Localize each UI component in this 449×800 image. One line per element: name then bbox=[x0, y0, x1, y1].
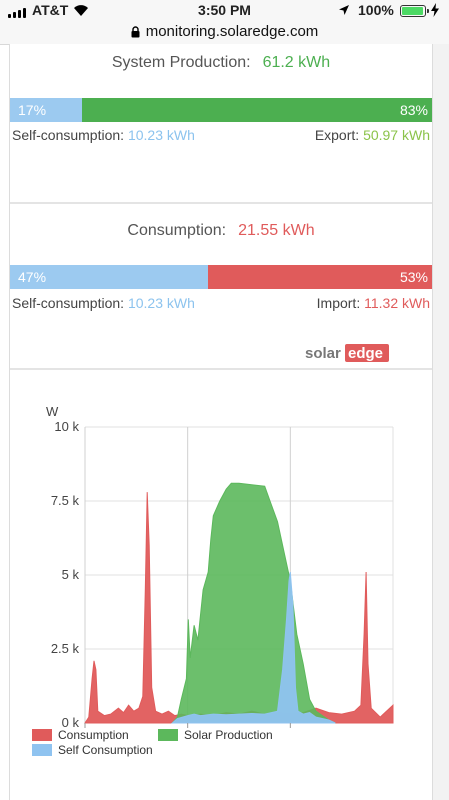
charging-bolt-icon bbox=[431, 3, 439, 17]
system-production-label: System Production: bbox=[111, 54, 251, 71]
legend-item-self-consumption[interactable]: Self Consumption bbox=[32, 743, 153, 757]
export-label: Export: bbox=[314, 127, 360, 143]
consumption-self-percent: 47% bbox=[18, 269, 47, 285]
chart-series bbox=[84, 482, 394, 724]
legend-swatch bbox=[32, 744, 52, 756]
production-self-segment: 17% bbox=[10, 98, 82, 122]
legend-swatch bbox=[158, 729, 178, 741]
consumption-split-bar: 47% 53% bbox=[10, 265, 432, 289]
production-self-value: 10.23 kWh bbox=[127, 127, 195, 143]
legend-item-consumption[interactable]: Consumption bbox=[32, 728, 129, 742]
series-area-solar-production bbox=[171, 482, 336, 724]
consumption-title: Consumption: 21.55 kWh bbox=[10, 222, 432, 240]
production-breakdown-row: Self-consumption: 10.23 kWh Export: 50.9… bbox=[12, 127, 430, 143]
production-self-percent: 17% bbox=[18, 102, 47, 118]
battery-percentage: 100% bbox=[358, 2, 394, 18]
y-tick-label: 2.5 k bbox=[51, 641, 80, 656]
export-value: 50.97 kWh bbox=[363, 127, 430, 143]
status-time: 3:50 PM bbox=[198, 2, 251, 18]
y-axis-label: W bbox=[46, 404, 59, 419]
y-tick-label: 10 k bbox=[54, 419, 79, 434]
y-tick-label: 5 k bbox=[62, 567, 80, 582]
consumption-self-value: 10.23 kWh bbox=[127, 295, 195, 311]
consumption-breakdown-row: Self-consumption: 10.23 kWh Import: 11.3… bbox=[12, 295, 430, 311]
section-divider bbox=[10, 368, 432, 370]
section-divider bbox=[10, 202, 432, 204]
consumption-import-percent: 53% bbox=[399, 269, 428, 285]
carrier-name: AT&T bbox=[32, 2, 69, 18]
page-gutter bbox=[432, 44, 449, 800]
consumption-self-label: Self-consumption: bbox=[12, 295, 125, 311]
production-export-segment: 83% bbox=[81, 98, 432, 122]
import-value: 11.32 kWh bbox=[364, 295, 430, 311]
location-arrow-icon bbox=[339, 5, 349, 15]
consumption-import-segment: 53% bbox=[208, 265, 432, 289]
chart-legend: Consumption Solar Production Self Consum… bbox=[22, 724, 412, 764]
solaredge-logo: solar edge bbox=[305, 344, 389, 362]
y-tick-label: 7.5 k bbox=[51, 493, 80, 508]
legend-item-solar-production[interactable]: Solar Production bbox=[158, 728, 273, 742]
consumption-self-segment: 47% bbox=[10, 265, 209, 289]
system-production-value: 61.2 kWh bbox=[262, 54, 331, 71]
cellular-signal-icon bbox=[8, 8, 26, 18]
battery-icon bbox=[400, 5, 429, 17]
lock-icon bbox=[131, 26, 140, 38]
consumption-label: Consumption: bbox=[127, 222, 227, 239]
production-export-percent: 83% bbox=[399, 102, 428, 118]
consumption-value: 21.55 kWh bbox=[238, 222, 315, 239]
chart-axes: 0 k2.5 k5 k7.5 k10 k16. Apr08:0016:00 bbox=[51, 419, 291, 728]
legend-swatch bbox=[32, 729, 52, 741]
wifi-icon bbox=[74, 5, 88, 16]
legend-label: Consumption bbox=[58, 728, 129, 742]
url-text: monitoring.solaredge.com bbox=[145, 23, 319, 40]
power-chart: 0 k2.5 k5 k7.5 k10 k16. Apr08:0016:00 W bbox=[46, 404, 394, 728]
production-split-bar: 17% 83% bbox=[10, 98, 432, 122]
svg-text:solar: solar bbox=[305, 345, 341, 362]
svg-text:edge: edge bbox=[348, 345, 383, 362]
production-self-label: Self-consumption: bbox=[12, 127, 125, 143]
status-bar: AT&T 3:50 PM 100% bbox=[0, 0, 449, 22]
legend-label: Solar Production bbox=[184, 728, 273, 742]
import-label: Import: bbox=[316, 295, 361, 311]
series-area-self-consumption bbox=[170, 571, 336, 724]
system-production-title: System Production: 61.2 kWh bbox=[10, 54, 432, 72]
legend-label: Self Consumption bbox=[58, 743, 153, 757]
y-tick-label: 0 k bbox=[62, 715, 80, 728]
browser-address-bar[interactable]: monitoring.solaredge.com bbox=[0, 22, 449, 45]
